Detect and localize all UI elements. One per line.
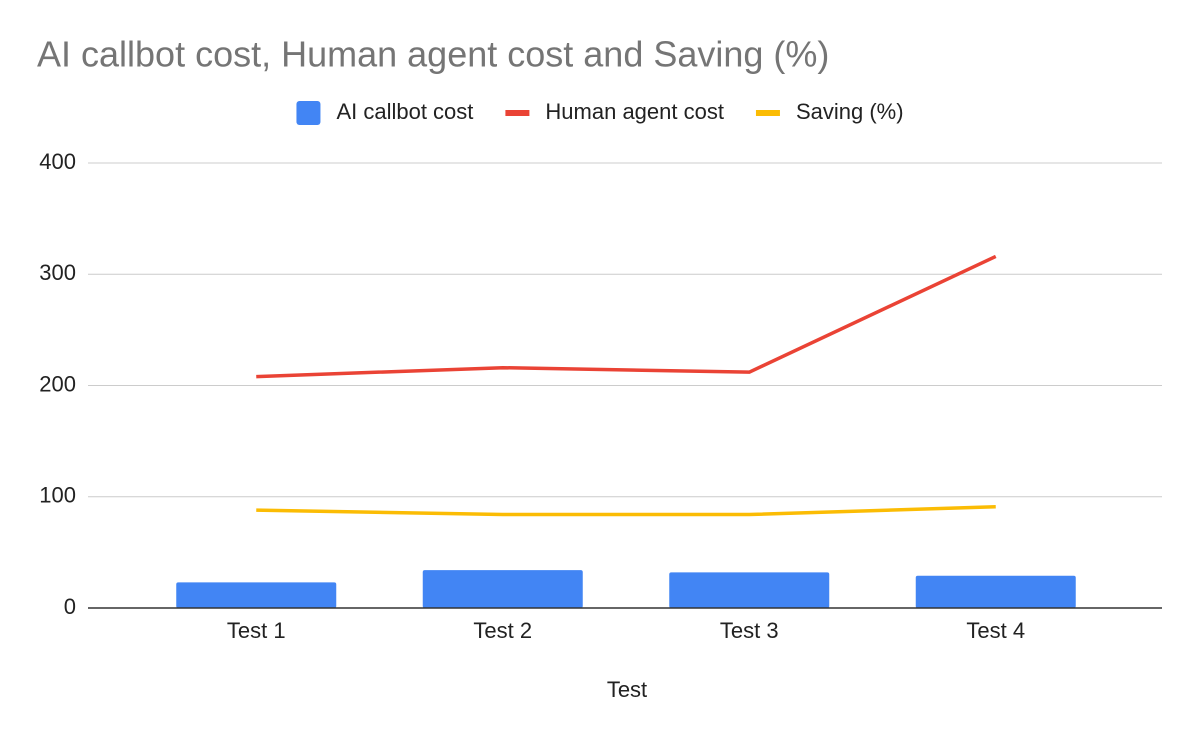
legend-label: Human agent cost (545, 99, 724, 124)
x-axis-title: Test (607, 677, 647, 702)
y-tick-label: 0 (64, 594, 76, 619)
y-tick-label: 200 (39, 371, 76, 396)
legend-label: AI callbot cost (336, 99, 473, 124)
legend-label: Saving (%) (796, 99, 904, 124)
x-tick-label: Test 1 (227, 618, 286, 643)
y-tick-label: 400 (39, 149, 76, 174)
bar (669, 572, 830, 608)
legend-swatch (296, 101, 321, 125)
y-tick-label: 300 (39, 260, 76, 285)
x-tick-label: Test 3 (720, 618, 779, 643)
y-tick-label: 100 (39, 483, 76, 508)
bar (915, 575, 1076, 608)
x-tick-label: Test 2 (473, 618, 532, 643)
legend-swatch (755, 110, 780, 116)
line-series (256, 254, 997, 379)
bar (422, 570, 583, 608)
bar (176, 582, 337, 608)
chart-title: AI callbot cost, Human agent cost and Sa… (37, 34, 829, 75)
x-tick-label: Test 4 (966, 618, 1025, 643)
legend-swatch (505, 110, 530, 116)
line-series (256, 505, 996, 517)
